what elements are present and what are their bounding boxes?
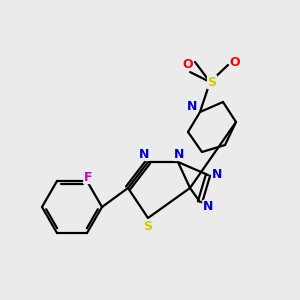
Text: F: F: [84, 170, 92, 184]
Text: S: S: [143, 220, 152, 232]
Text: N: N: [212, 169, 222, 182]
Text: O: O: [230, 56, 240, 70]
Text: O: O: [183, 58, 193, 70]
Text: N: N: [187, 100, 197, 113]
Text: N: N: [139, 148, 149, 160]
Text: S: S: [208, 76, 217, 88]
Text: N: N: [174, 148, 184, 160]
Text: N: N: [203, 200, 213, 214]
